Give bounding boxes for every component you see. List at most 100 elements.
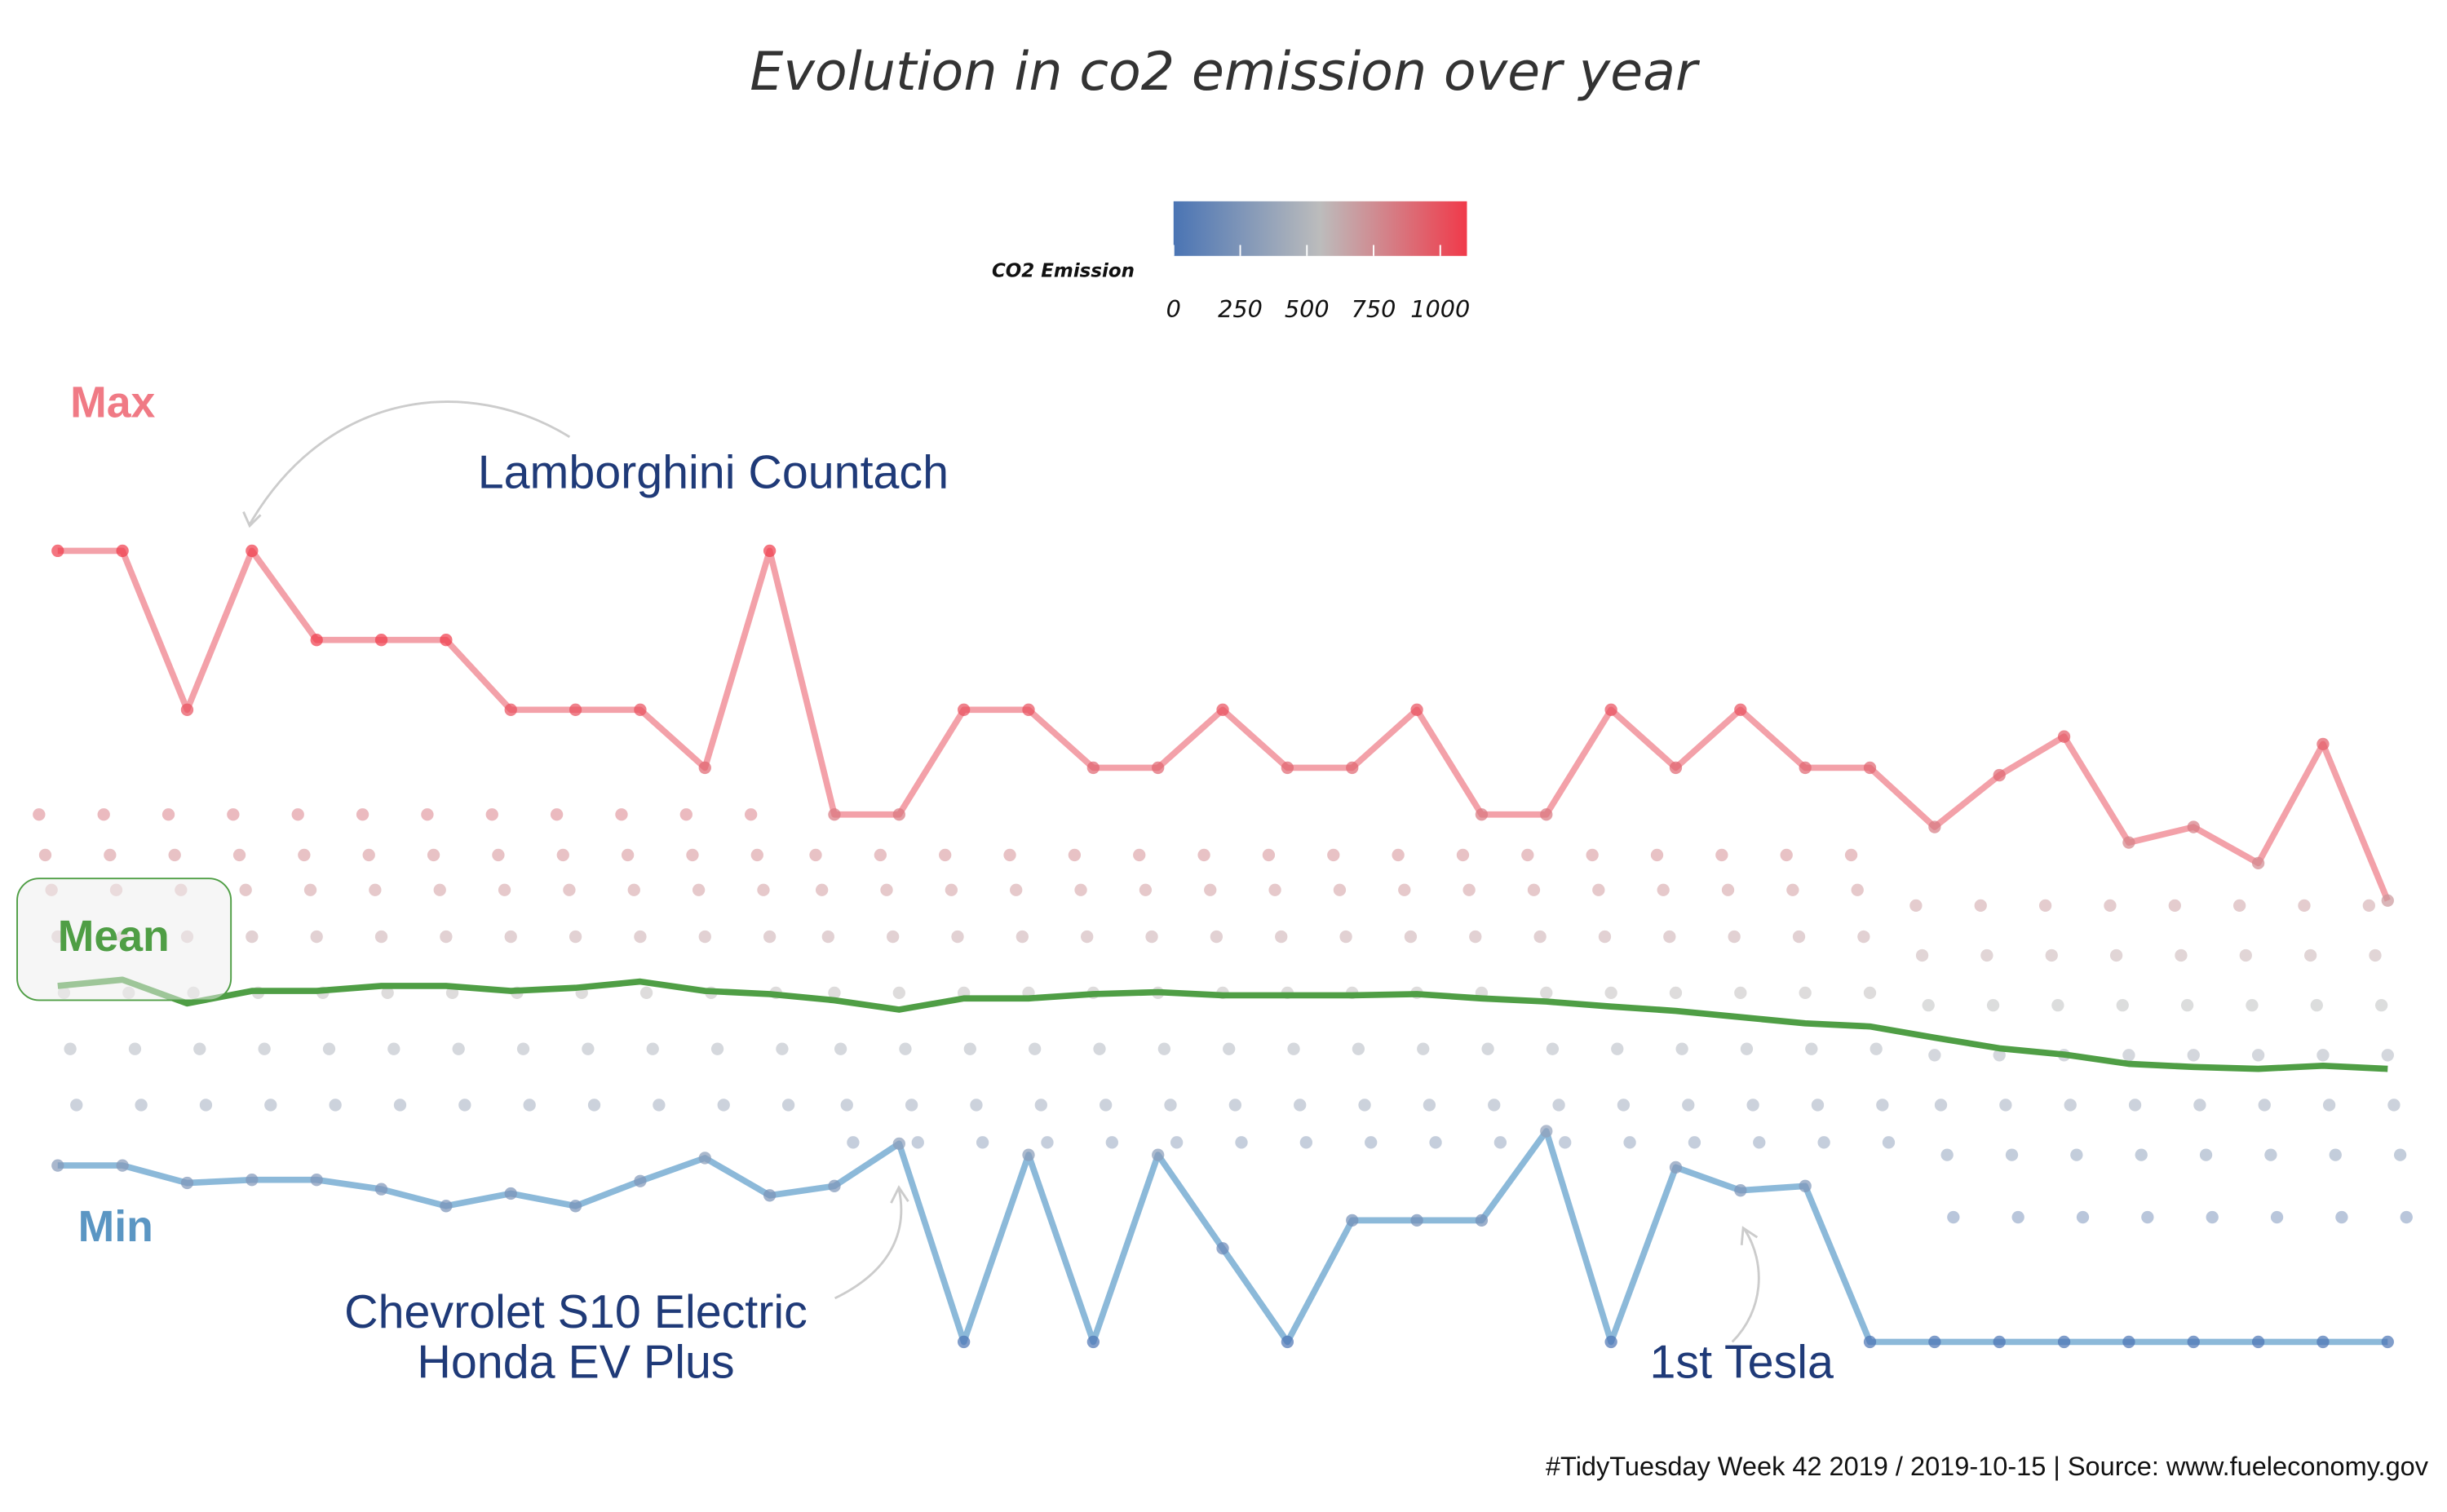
point (615, 808, 628, 821)
point (64, 1042, 77, 1055)
point (1721, 883, 1735, 896)
point (874, 848, 887, 862)
series-point (2316, 1335, 2330, 1349)
point (2387, 1099, 2401, 1112)
point (639, 986, 653, 1000)
point (692, 883, 706, 896)
point (369, 883, 382, 896)
point (1333, 883, 1347, 896)
series-point (569, 1200, 582, 1213)
series-point (1734, 1184, 1747, 1197)
point (2187, 1049, 2200, 1062)
series-point (1022, 1148, 1035, 1161)
point (892, 986, 905, 1000)
point (239, 883, 252, 896)
point (199, 1099, 213, 1112)
point (698, 930, 711, 944)
series-point (1410, 703, 1423, 716)
point (1780, 848, 1793, 862)
point (710, 1042, 724, 1055)
series-point (1281, 761, 1294, 775)
point (905, 1099, 918, 1112)
point (70, 1099, 83, 1112)
point (498, 883, 511, 896)
point (587, 1099, 601, 1112)
series-point (51, 544, 64, 558)
point (2070, 1148, 2083, 1161)
point (38, 848, 52, 862)
point (1423, 1099, 1436, 1112)
series-point (1475, 1214, 1489, 1227)
point (1546, 1042, 1560, 1055)
point (2258, 1099, 2271, 1112)
point (1999, 1099, 2012, 1112)
series-point (246, 1174, 259, 1187)
point (387, 1042, 400, 1055)
point (2316, 1049, 2330, 1062)
annotation: Chevrolet S10 Electric (344, 1286, 808, 1338)
series-point (1669, 761, 1683, 775)
series-point (1928, 1335, 1941, 1349)
point (356, 808, 369, 821)
point (1870, 1042, 1883, 1055)
point (2180, 999, 2194, 1012)
point (2116, 999, 2129, 1012)
series-point (1281, 1335, 1294, 1349)
series-point (1086, 761, 1100, 775)
point (1657, 883, 1670, 896)
point (1294, 1099, 1307, 1112)
point (1299, 1136, 1313, 1149)
series-line (57, 547, 2391, 902)
point (2362, 899, 2375, 913)
point (1139, 883, 1153, 896)
point (744, 808, 758, 821)
point (2251, 1049, 2265, 1062)
point (128, 1042, 142, 1055)
point (970, 1099, 983, 1112)
point (887, 930, 900, 944)
point (2109, 948, 2123, 962)
series-label: Max (70, 379, 155, 427)
series-label: Mean (58, 913, 170, 961)
point (2322, 1099, 2336, 1112)
point (1851, 883, 1864, 896)
point (1352, 1042, 1365, 1055)
point (2076, 1210, 2090, 1224)
series-point (2057, 730, 2071, 743)
point (1404, 930, 1418, 944)
point (1863, 986, 1877, 1000)
point (634, 930, 647, 944)
series-point (2316, 737, 2330, 751)
point (1740, 1042, 1754, 1055)
point (1228, 1099, 1242, 1112)
series-point (1799, 1179, 1812, 1192)
point (1016, 930, 1029, 944)
point (2298, 899, 2311, 913)
point (2310, 999, 2323, 1012)
point (523, 1099, 536, 1112)
point (717, 1099, 730, 1112)
point (781, 1099, 795, 1112)
point (1081, 930, 1094, 944)
point (291, 808, 304, 821)
point (362, 848, 375, 862)
series-point (310, 1174, 323, 1187)
point (1041, 1136, 1054, 1149)
point (1604, 986, 1617, 1000)
scatter-points (33, 808, 2413, 1224)
point (193, 1042, 206, 1055)
point (1074, 883, 1087, 896)
point (911, 1136, 924, 1149)
arrow (248, 400, 571, 525)
series-line (57, 976, 2388, 1072)
point (298, 848, 311, 862)
point (1909, 899, 1923, 913)
point (1235, 1136, 1248, 1149)
series-point (958, 703, 971, 716)
point (1844, 848, 1858, 862)
point (1010, 883, 1023, 896)
series-point (1540, 1125, 1553, 1138)
point (621, 848, 635, 862)
series-point (828, 808, 841, 821)
point (1675, 1042, 1688, 1055)
